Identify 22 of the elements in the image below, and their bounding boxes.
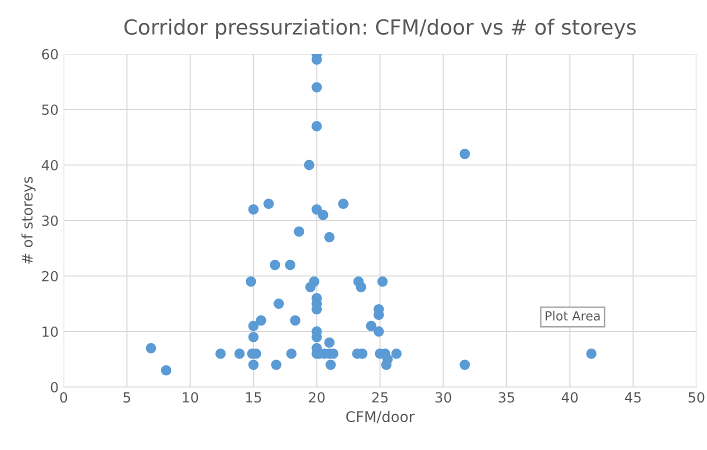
y-tick-label: 10: [42, 326, 58, 337]
y-axis-title: # of storeys: [21, 176, 36, 264]
x-axis-title: CFM/door: [346, 410, 415, 424]
y-tick-label: 0: [50, 382, 58, 392]
x-tick-label: 10: [182, 392, 198, 403]
x-tick-label: 0: [60, 392, 68, 403]
x-tick-label: 30: [436, 392, 452, 403]
chart-title: Corridor pressurziation: CFM/door vs # of storeys: [124, 18, 636, 39]
x-tick-label: 15: [246, 392, 262, 403]
y-tick-label: 60: [42, 48, 58, 60]
x-tick-label: 5: [124, 392, 130, 403]
x-tick-label: 45: [624, 392, 641, 403]
x-tick-label: 25: [372, 392, 388, 403]
y-tick-label: 40: [42, 160, 58, 170]
x-tick-label: 40: [562, 392, 578, 403]
y-tick-label: 20: [42, 270, 58, 282]
x-tick-label: 20: [308, 392, 325, 403]
annotation: Plot Area: [546, 310, 600, 321]
y-tick-label: 30: [42, 215, 58, 226]
y-tick-label: 50: [42, 104, 58, 115]
x-tick-label: 35: [498, 392, 514, 403]
x-tick-label: 50: [688, 392, 704, 403]
